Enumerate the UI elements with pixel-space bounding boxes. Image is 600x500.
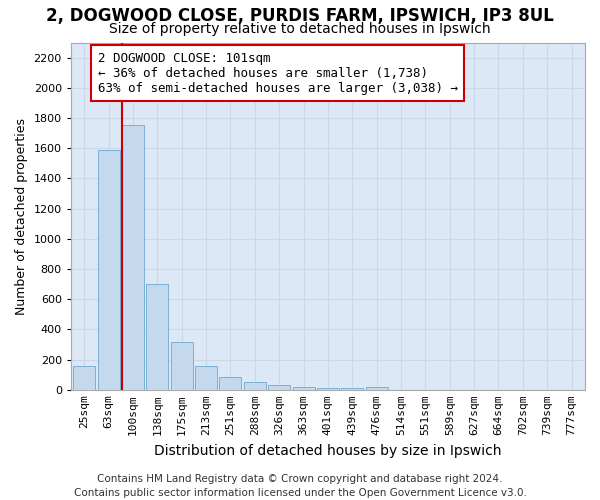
- Text: Size of property relative to detached houses in Ipswich: Size of property relative to detached ho…: [109, 22, 491, 36]
- Bar: [98, 150, 119, 390]
- Bar: [244, 382, 266, 390]
- Bar: [73, 366, 95, 390]
- Text: 2 DOGWOOD CLOSE: 101sqm
← 36% of detached houses are smaller (1,738)
63% of semi: 2 DOGWOOD CLOSE: 101sqm ← 36% of detache…: [98, 52, 458, 94]
- Y-axis label: Number of detached properties: Number of detached properties: [15, 118, 28, 314]
- Bar: [146, 284, 169, 390]
- X-axis label: Distribution of detached houses by size in Ipswich: Distribution of detached houses by size …: [154, 444, 502, 458]
- Text: Contains HM Land Registry data © Crown copyright and database right 2024.
Contai: Contains HM Land Registry data © Crown c…: [74, 474, 526, 498]
- Bar: [365, 387, 388, 390]
- Bar: [220, 377, 241, 390]
- Bar: [317, 388, 339, 390]
- Bar: [122, 125, 144, 390]
- Bar: [268, 386, 290, 390]
- Bar: [341, 388, 363, 390]
- Bar: [195, 366, 217, 390]
- Bar: [293, 387, 314, 390]
- Bar: [171, 342, 193, 390]
- Text: 2, DOGWOOD CLOSE, PURDIS FARM, IPSWICH, IP3 8UL: 2, DOGWOOD CLOSE, PURDIS FARM, IPSWICH, …: [46, 8, 554, 26]
